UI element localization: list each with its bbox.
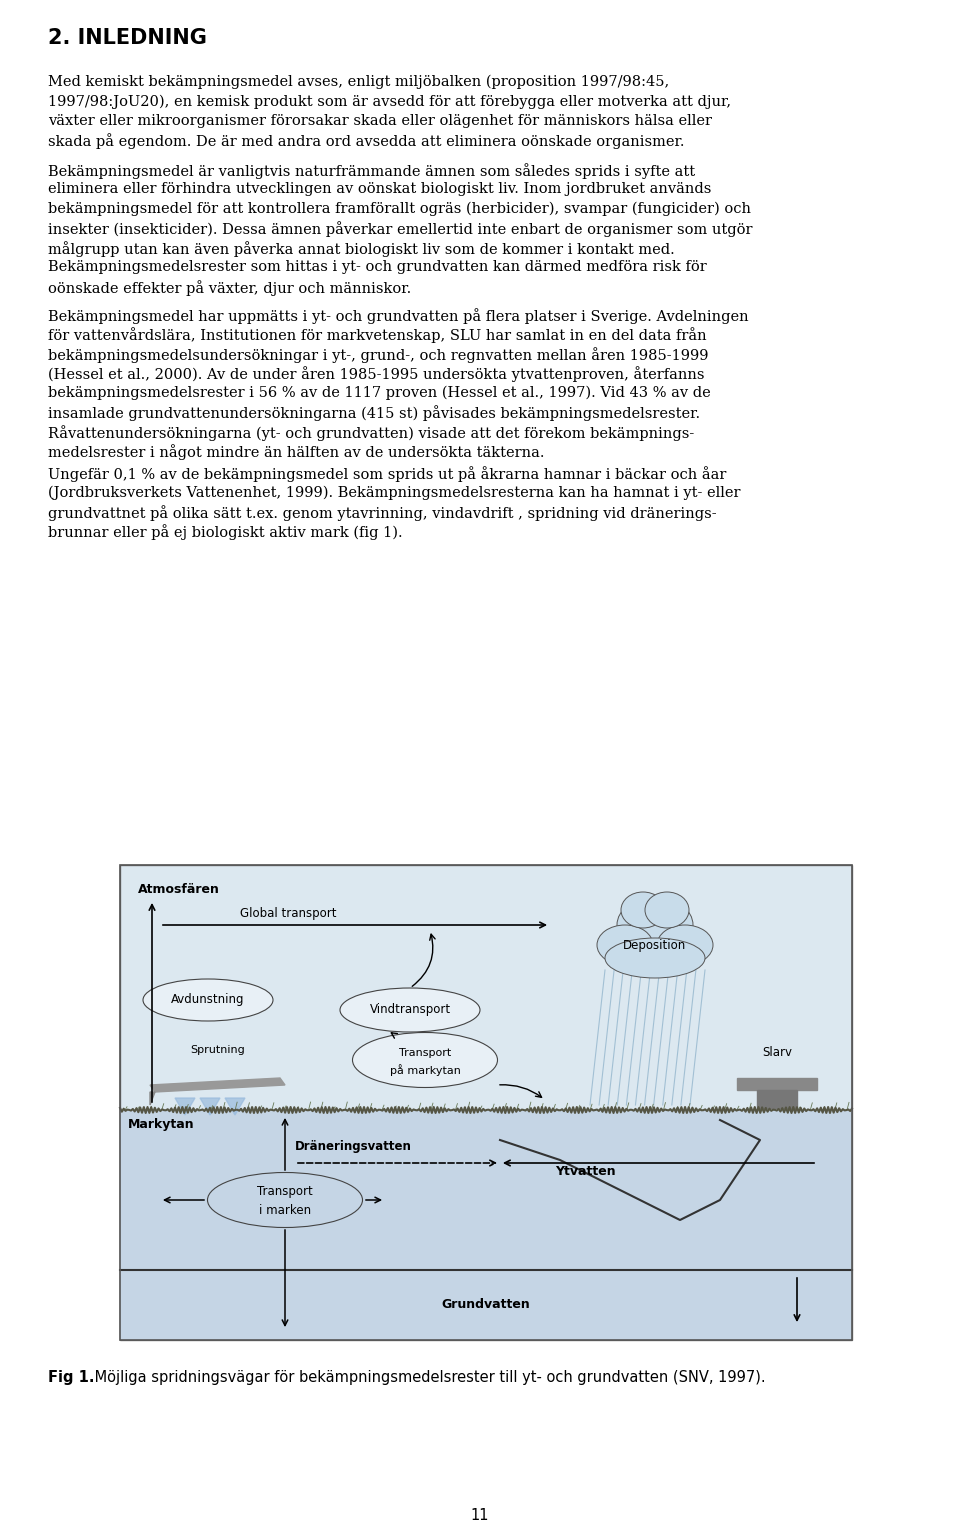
Text: Fig 1.: Fig 1. (48, 1369, 94, 1385)
Ellipse shape (621, 891, 665, 928)
Ellipse shape (657, 925, 713, 965)
Text: Vindtransport: Vindtransport (370, 1004, 450, 1016)
Text: (Hessel et al., 2000). Av de under åren 1985-1995 undersökta ytvattenproven, åte: (Hessel et al., 2000). Av de under åren … (48, 366, 705, 383)
Polygon shape (150, 1091, 155, 1105)
Polygon shape (737, 1077, 817, 1090)
Ellipse shape (143, 979, 273, 1021)
Bar (120, 865, 852, 1340)
Ellipse shape (645, 891, 689, 928)
Text: för vattenvårdslära, Institutionen för markvetenskap, SLU har samlat in en del d: för vattenvårdslära, Institutionen för m… (48, 327, 707, 343)
Ellipse shape (340, 988, 480, 1031)
Ellipse shape (617, 898, 693, 953)
Text: Möjliga spridningsvägar för bekämpningsmedelsrester till yt- och grundvatten (SN: Möjliga spridningsvägar för bekämpningsm… (90, 1369, 766, 1385)
Text: Transport: Transport (257, 1185, 313, 1199)
Text: Råvattenundersökningarna (yt- och grundvatten) visade att det förekom bekämpning: Råvattenundersökningarna (yt- och grundv… (48, 426, 694, 441)
Text: Med kemiskt bekämpningsmedel avses, enligt miljöbalken (proposition 1997/98:45,: Med kemiskt bekämpningsmedel avses, enli… (48, 75, 669, 89)
Text: Bekämpningsmedelsrester som hittas i yt- och grundvatten kan därmed medföra risk: Bekämpningsmedelsrester som hittas i yt-… (48, 260, 707, 275)
Text: Ytvatten: Ytvatten (555, 1165, 615, 1177)
Text: Dräneringsvatten: Dräneringsvatten (295, 1140, 412, 1153)
Ellipse shape (597, 925, 653, 965)
Text: grundvattnet på olika sätt t.ex. genom ytavrinning, vindavdrift , spridning vid : grundvattnet på olika sätt t.ex. genom y… (48, 506, 716, 521)
Text: brunnar eller på ej biologiskt aktiv mark (fig 1).: brunnar eller på ej biologiskt aktiv mar… (48, 524, 402, 541)
Text: eliminera eller förhindra utvecklingen av oönskat biologiskt liv. Inom jordbruke: eliminera eller förhindra utvecklingen a… (48, 183, 711, 197)
Ellipse shape (605, 938, 705, 978)
Ellipse shape (352, 1033, 497, 1088)
Text: bekämpningsmedelsrester i 56 % av de 1117 proven (Hessel et al., 1997). Vid 43 %: bekämpningsmedelsrester i 56 % av de 111… (48, 386, 710, 401)
Text: Deposition: Deposition (623, 939, 686, 951)
Polygon shape (200, 1097, 220, 1114)
Text: Bekämpningsmedel är vanligtvis naturfrämmande ämnen som således sprids i syfte a: Bekämpningsmedel är vanligtvis naturfräm… (48, 163, 695, 178)
Text: Global transport: Global transport (240, 907, 337, 921)
Text: (Jordbruksverkets Vattenenhet, 1999). Bekämpningsmedelsresterna kan ha hamnat i : (Jordbruksverkets Vattenenhet, 1999). Be… (48, 486, 740, 500)
Text: bekämpningsmedelsundersökningar i yt-, grund-, och regnvatten mellan åren 1985-1: bekämpningsmedelsundersökningar i yt-, g… (48, 347, 708, 363)
Bar (120, 865, 852, 1340)
Bar (120, 1110, 852, 1340)
Polygon shape (757, 1090, 797, 1108)
Text: Atmosfären: Atmosfären (138, 882, 220, 896)
Ellipse shape (207, 1173, 363, 1228)
Text: 11: 11 (470, 1508, 490, 1523)
Text: målgrupp utan kan även påverka annat biologiskt liv som de kommer i kontakt med.: målgrupp utan kan även påverka annat bio… (48, 241, 675, 257)
Text: 1997/98:JoU20), en kemisk produkt som är avsedd för att förebygga eller motverka: 1997/98:JoU20), en kemisk produkt som är… (48, 94, 732, 109)
Text: Slarv: Slarv (762, 1047, 792, 1059)
Text: skada på egendom. De är med andra ord avsedda att eliminera oönskade organismer.: skada på egendom. De är med andra ord av… (48, 134, 684, 149)
Text: Grundvatten: Grundvatten (442, 1299, 530, 1311)
Text: Bekämpningsmedel har uppmätts i yt- och grundvatten på flera platser i Sverige. : Bekämpningsmedel har uppmätts i yt- och … (48, 307, 749, 324)
Text: insekter (insekticider). Dessa ämnen påverkar emellertid inte enbart de organism: insekter (insekticider). Dessa ämnen påv… (48, 221, 753, 237)
Text: Markytan: Markytan (128, 1117, 195, 1131)
Text: på markytan: på markytan (390, 1064, 461, 1076)
Polygon shape (150, 1077, 285, 1091)
Text: i marken: i marken (259, 1203, 311, 1216)
Text: oönskade effekter på växter, djur och människor.: oönskade effekter på växter, djur och mä… (48, 280, 411, 297)
Text: insamlade grundvattenundersökningarna (415 st) påvisades bekämpningsmedelsrester: insamlade grundvattenundersökningarna (4… (48, 406, 700, 421)
Text: bekämpningsmedel för att kontrollera framförallt ogräs (herbicider), svampar (fu: bekämpningsmedel för att kontrollera fra… (48, 201, 751, 217)
Text: Sprutning: Sprutning (190, 1045, 245, 1054)
Polygon shape (225, 1097, 245, 1114)
Text: Ungefär 0,1 % av de bekämpningsmedel som sprids ut på åkrarna hamnar i bäckar oc: Ungefär 0,1 % av de bekämpningsmedel som… (48, 466, 727, 483)
Text: Transport: Transport (398, 1048, 451, 1057)
Text: växter eller mikroorganismer förorsakar skada eller olägenhet för människors häl: växter eller mikroorganismer förorsakar … (48, 114, 712, 128)
Polygon shape (175, 1097, 195, 1114)
Text: 2. INLEDNING: 2. INLEDNING (48, 28, 206, 48)
Text: medelsrester i något mindre än hälften av de undersökta täkterna.: medelsrester i något mindre än hälften a… (48, 444, 544, 461)
Text: Avdunstning: Avdunstning (171, 993, 245, 1007)
